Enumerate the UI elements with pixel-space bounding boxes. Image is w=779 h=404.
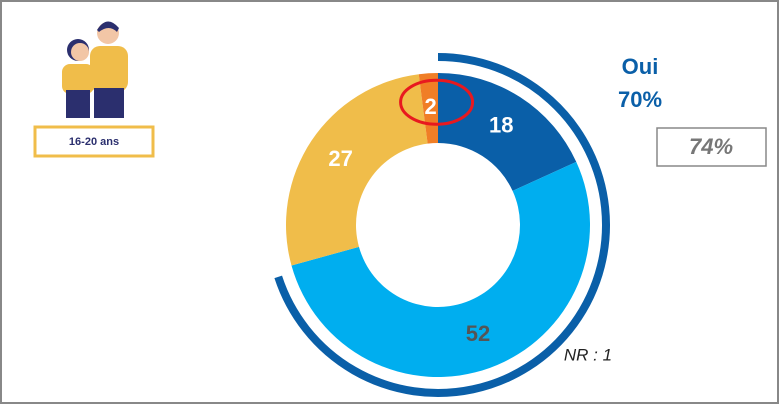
value-label: 18: [489, 112, 513, 137]
group-label: 16-20 ans: [69, 136, 119, 148]
page: 16-20 ans Oui 70% 74% NR : 1 1852272 (()…: [0, 0, 779, 404]
value-label: 52: [466, 321, 490, 346]
arc-name: Oui: [622, 54, 659, 79]
arc-label: 70%: [618, 87, 662, 112]
chart: 16-20 ans Oui 70% 74% NR : 1 18 52 27 2: [0, 0, 779, 404]
value-label: 2: [424, 94, 436, 119]
value-label: 27: [328, 146, 352, 171]
comparison-label: 74%: [689, 134, 733, 159]
note: NR : 1: [564, 345, 612, 364]
